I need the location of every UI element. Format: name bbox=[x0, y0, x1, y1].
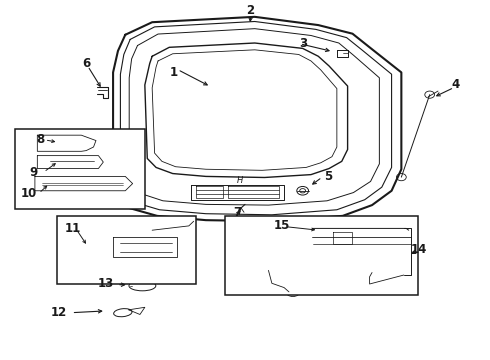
Text: 12: 12 bbox=[50, 306, 67, 319]
Text: 4: 4 bbox=[451, 78, 459, 91]
Text: 7: 7 bbox=[234, 206, 242, 219]
Text: 1: 1 bbox=[170, 66, 178, 79]
Text: 8: 8 bbox=[37, 133, 45, 146]
Text: 2: 2 bbox=[246, 4, 254, 17]
Text: 15: 15 bbox=[273, 219, 290, 233]
Bar bbox=[57, 216, 196, 284]
Text: 9: 9 bbox=[30, 166, 38, 179]
Text: 11: 11 bbox=[65, 222, 81, 235]
Text: 13: 13 bbox=[98, 278, 114, 291]
Text: H: H bbox=[237, 176, 243, 185]
Bar bbox=[15, 129, 145, 209]
Bar bbox=[225, 216, 418, 295]
Text: 10: 10 bbox=[21, 187, 37, 200]
Text: 3: 3 bbox=[299, 36, 308, 50]
Text: 6: 6 bbox=[82, 57, 90, 70]
Text: 5: 5 bbox=[324, 170, 332, 183]
Text: 14: 14 bbox=[410, 243, 427, 256]
